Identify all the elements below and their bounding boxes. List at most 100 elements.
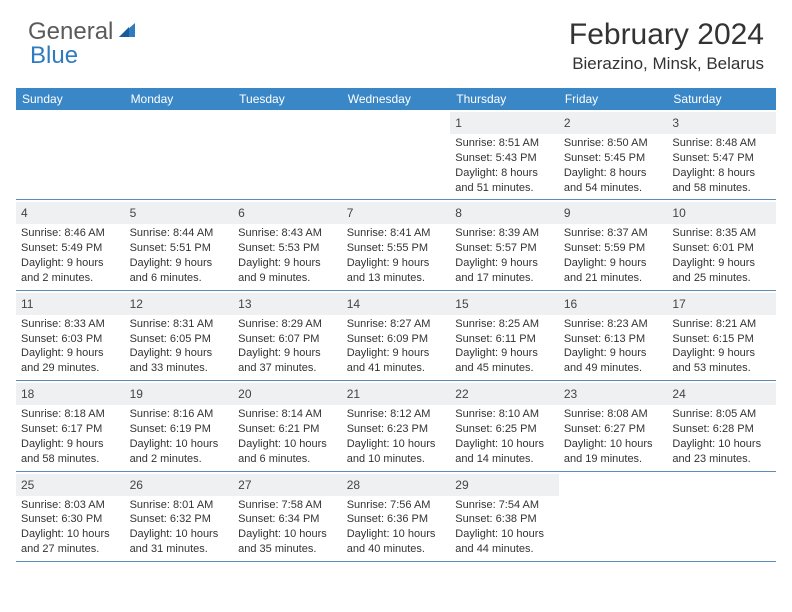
day-cell: 15Sunrise: 8:25 AMSunset: 6:11 PMDayligh… <box>450 291 559 380</box>
sunset-text: Sunset: 5:53 PM <box>238 241 337 256</box>
day-info: Sunrise: 8:03 AMSunset: 6:30 PMDaylight:… <box>21 498 120 557</box>
dow-sunday: Sunday <box>16 88 125 110</box>
daylight-text: Daylight: 9 hours and 53 minutes. <box>672 346 771 376</box>
sunrise-text: Sunrise: 8:50 AM <box>564 136 663 151</box>
day-info: Sunrise: 8:01 AMSunset: 6:32 PMDaylight:… <box>130 498 229 557</box>
sunset-text: Sunset: 6:13 PM <box>564 332 663 347</box>
sunrise-text: Sunrise: 8:37 AM <box>564 226 663 241</box>
daylight-text: Daylight: 9 hours and 9 minutes. <box>238 256 337 286</box>
week-row: 18Sunrise: 8:18 AMSunset: 6:17 PMDayligh… <box>16 381 776 471</box>
daynum-row: 15 <box>450 293 559 315</box>
daynum-row: 9 <box>559 202 668 224</box>
dow-wednesday: Wednesday <box>342 88 451 110</box>
daylight-text: Daylight: 9 hours and 6 minutes. <box>130 256 229 286</box>
header: General February 2024 Bierazino, Minsk, … <box>0 0 792 82</box>
daynum-row: 24 <box>667 383 776 405</box>
daylight-text: Daylight: 10 hours and 31 minutes. <box>130 527 229 557</box>
day-cell: 21Sunrise: 8:12 AMSunset: 6:23 PMDayligh… <box>342 381 451 470</box>
daynum-row: 16 <box>559 293 668 315</box>
day-cell: 26Sunrise: 8:01 AMSunset: 6:32 PMDayligh… <box>125 472 234 561</box>
day-number: 23 <box>564 387 577 401</box>
day-cell: 5Sunrise: 8:44 AMSunset: 5:51 PMDaylight… <box>125 200 234 289</box>
sunrise-text: Sunrise: 7:54 AM <box>455 498 554 513</box>
sunset-text: Sunset: 6:07 PM <box>238 332 337 347</box>
day-info: Sunrise: 8:27 AMSunset: 6:09 PMDaylight:… <box>347 317 446 376</box>
daylight-text: Daylight: 10 hours and 23 minutes. <box>672 437 771 467</box>
day-info: Sunrise: 8:50 AMSunset: 5:45 PMDaylight:… <box>564 136 663 195</box>
day-number: 2 <box>564 116 571 130</box>
sunrise-text: Sunrise: 8:48 AM <box>672 136 771 151</box>
daylight-text: Daylight: 9 hours and 17 minutes. <box>455 256 554 286</box>
day-info: Sunrise: 7:54 AMSunset: 6:38 PMDaylight:… <box>455 498 554 557</box>
dow-friday: Friday <box>559 88 668 110</box>
sunrise-text: Sunrise: 8:41 AM <box>347 226 446 241</box>
day-info: Sunrise: 8:41 AMSunset: 5:55 PMDaylight:… <box>347 226 446 285</box>
daynum-row: 7 <box>342 202 451 224</box>
sunset-text: Sunset: 5:45 PM <box>564 151 663 166</box>
day-info: Sunrise: 8:37 AMSunset: 5:59 PMDaylight:… <box>564 226 663 285</box>
sunset-text: Sunset: 6:19 PM <box>130 422 229 437</box>
daylight-text: Daylight: 9 hours and 25 minutes. <box>672 256 771 286</box>
sunset-text: Sunset: 6:36 PM <box>347 512 446 527</box>
daynum-row: 1 <box>450 112 559 134</box>
daylight-text: Daylight: 10 hours and 44 minutes. <box>455 527 554 557</box>
daylight-text: Daylight: 10 hours and 6 minutes. <box>238 437 337 467</box>
sunset-text: Sunset: 6:28 PM <box>672 422 771 437</box>
daylight-text: Daylight: 10 hours and 19 minutes. <box>564 437 663 467</box>
dow-tuesday: Tuesday <box>233 88 342 110</box>
day-cell: 22Sunrise: 8:10 AMSunset: 6:25 PMDayligh… <box>450 381 559 470</box>
daynum-row: 26 <box>125 474 234 496</box>
day-number: 7 <box>347 206 354 220</box>
sunrise-text: Sunrise: 8:27 AM <box>347 317 446 332</box>
day-cell: 25Sunrise: 8:03 AMSunset: 6:30 PMDayligh… <box>16 472 125 561</box>
daylight-text: Daylight: 10 hours and 27 minutes. <box>21 527 120 557</box>
daylight-text: Daylight: 9 hours and 49 minutes. <box>564 346 663 376</box>
day-number: 11 <box>21 297 33 311</box>
day-cell: 17Sunrise: 8:21 AMSunset: 6:15 PMDayligh… <box>667 291 776 380</box>
sunset-text: Sunset: 5:59 PM <box>564 241 663 256</box>
day-number: 28 <box>347 478 360 492</box>
sunset-text: Sunset: 6:38 PM <box>455 512 554 527</box>
day-cell <box>667 472 776 561</box>
sunrise-text: Sunrise: 8:01 AM <box>130 498 229 513</box>
sunset-text: Sunset: 6:32 PM <box>130 512 229 527</box>
sunset-text: Sunset: 6:30 PM <box>21 512 120 527</box>
sunrise-text: Sunrise: 8:33 AM <box>21 317 120 332</box>
day-number: 3 <box>672 116 679 130</box>
day-info: Sunrise: 8:51 AMSunset: 5:43 PMDaylight:… <box>455 136 554 195</box>
sunrise-text: Sunrise: 8:03 AM <box>21 498 120 513</box>
daylight-text: Daylight: 9 hours and 2 minutes. <box>21 256 120 286</box>
daynum-row: 2 <box>559 112 668 134</box>
sunrise-text: Sunrise: 8:43 AM <box>238 226 337 241</box>
day-cell: 24Sunrise: 8:05 AMSunset: 6:28 PMDayligh… <box>667 381 776 470</box>
day-info: Sunrise: 8:31 AMSunset: 6:05 PMDaylight:… <box>130 317 229 376</box>
week-row: 1 Sunrise: 8:51 AMSunset: 5:43 PMDaylight… <box>16 110 776 200</box>
day-cell: 19Sunrise: 8:16 AMSunset: 6:19 PMDayligh… <box>125 381 234 470</box>
sunset-text: Sunset: 6:09 PM <box>347 332 446 347</box>
day-cell: 14Sunrise: 8:27 AMSunset: 6:09 PMDayligh… <box>342 291 451 380</box>
daylight-text: Daylight: 9 hours and 37 minutes. <box>238 346 337 376</box>
sunset-text: Sunset: 6:21 PM <box>238 422 337 437</box>
daylight-text: Daylight: 8 hours and 51 minutes. <box>455 166 554 196</box>
day-info: Sunrise: 7:58 AMSunset: 6:34 PMDaylight:… <box>238 498 337 557</box>
daylight-text: Daylight: 10 hours and 35 minutes. <box>238 527 337 557</box>
daylight-text: Daylight: 9 hours and 13 minutes. <box>347 256 446 286</box>
day-info: Sunrise: 8:39 AMSunset: 5:57 PMDaylight:… <box>455 226 554 285</box>
day-cell: 18Sunrise: 8:18 AMSunset: 6:17 PMDayligh… <box>16 381 125 470</box>
daynum-row: 11 <box>16 293 125 315</box>
daynum-row: 20 <box>233 383 342 405</box>
day-number: 5 <box>130 206 137 220</box>
day-number: 1 <box>455 116 462 130</box>
daylight-text: Daylight: 10 hours and 10 minutes. <box>347 437 446 467</box>
daynum-row: 5 <box>125 202 234 224</box>
week-row: 25Sunrise: 8:03 AMSunset: 6:30 PMDayligh… <box>16 472 776 562</box>
day-number: 10 <box>672 206 685 220</box>
sunrise-text: Sunrise: 8:12 AM <box>347 407 446 422</box>
sunrise-text: Sunrise: 8:21 AM <box>672 317 771 332</box>
sunset-text: Sunset: 6:17 PM <box>21 422 120 437</box>
day-info: Sunrise: 8:05 AMSunset: 6:28 PMDaylight:… <box>672 407 771 466</box>
day-cell <box>16 110 125 199</box>
day-number: 22 <box>455 387 468 401</box>
sunset-text: Sunset: 6:01 PM <box>672 241 771 256</box>
sunrise-text: Sunrise: 8:08 AM <box>564 407 663 422</box>
